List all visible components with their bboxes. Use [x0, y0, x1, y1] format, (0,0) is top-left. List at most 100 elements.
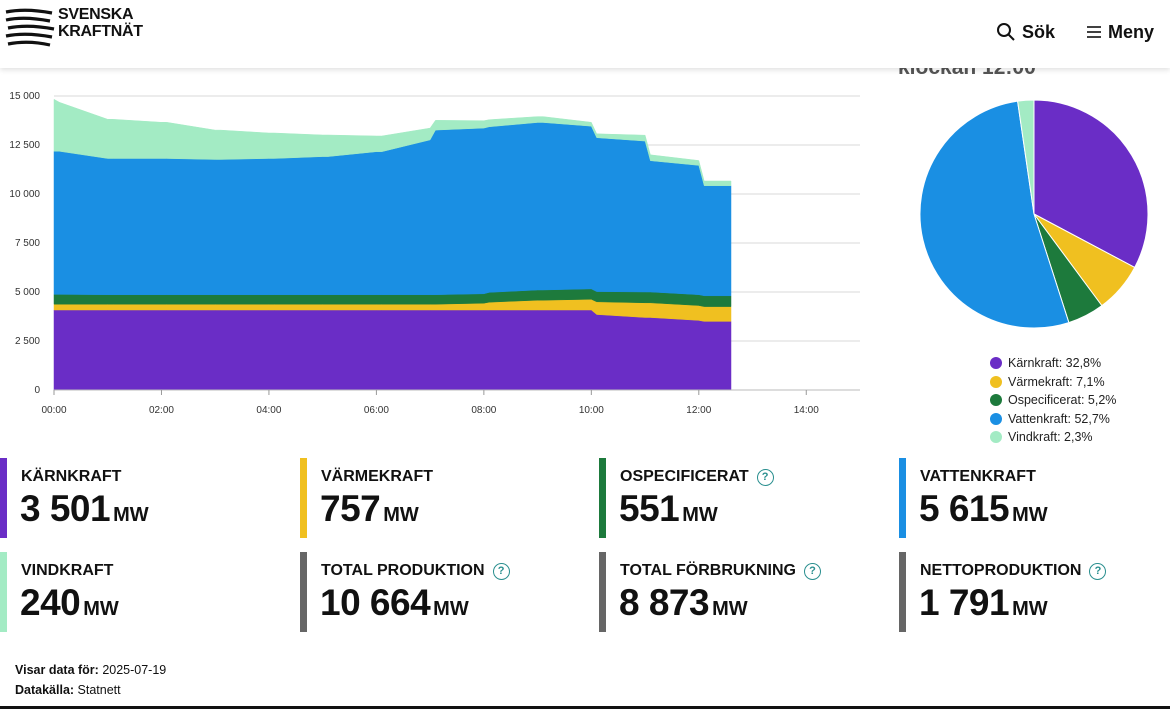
stat-unit: MW [83, 598, 119, 620]
stat-label-text: TOTAL FÖRBRUKNING [620, 562, 796, 579]
stat-unit: MW [712, 598, 748, 620]
stat-card-värmekraft: VÄRMEKRAFT 757 MW [300, 458, 580, 538]
legend-dot-icon [990, 412, 1002, 425]
stat-unit: MW [682, 504, 718, 526]
stat-color-bar [300, 458, 307, 538]
legend-item[interactable]: Kärnkraft: 32,8% [990, 354, 1116, 373]
stat-color-bar [899, 552, 906, 632]
source-label: Datakälla: [15, 683, 75, 697]
stat-card-vindkraft: VINDKRAFT 240 MW [0, 552, 280, 632]
stat-value: 8 873 MW [619, 582, 748, 624]
hamburger-icon [1087, 26, 1101, 38]
legend-dot-icon [990, 431, 1002, 444]
stat-number: 8 873 [619, 582, 710, 623]
production-area-chart: 0 2 500 5 000 7 500 10 000 12 500 15 000 00:00 0… [0, 68, 880, 428]
legend-item[interactable]: Vindkraft: 2,3% [990, 428, 1116, 447]
x-tick-label: 12:00 [686, 405, 711, 416]
legend-item[interactable]: Ospecificerat: 5,2% [990, 391, 1116, 410]
date-value: 2025-07-19 [102, 663, 167, 677]
date-label: Visar data för: [15, 663, 99, 677]
stat-color-bar [599, 552, 606, 632]
stat-label-text: VÄRMEKRAFT [321, 468, 433, 485]
stat-value: 240 MW [20, 582, 119, 624]
stat-number: 10 664 [320, 582, 431, 623]
stat-label-text: OSPECIFICERAT [620, 468, 749, 485]
legend-label: Vattenkraft: 52,7% [1008, 411, 1110, 426]
x-tick-label: 14:00 [794, 405, 819, 416]
legend-item[interactable]: Värmekraft: 7,1% [990, 373, 1116, 392]
stat-color-bar [599, 458, 606, 538]
legend-item[interactable]: Vattenkraft: 52,7% [990, 410, 1116, 429]
legend-label: Vindkraft: 2,3% [1008, 430, 1093, 445]
stat-label-text: VATTENKRAFT [920, 468, 1036, 485]
stat-label-text: KÄRNKRAFT [21, 468, 122, 485]
search-button[interactable]: Sök [996, 18, 1055, 46]
stat-label: KÄRNKRAFT [21, 468, 121, 486]
stat-label: TOTAL FÖRBRUKNING? [620, 562, 821, 580]
stat-card-total-förbrukning: TOTAL FÖRBRUKNING? 8 873 MW [599, 552, 879, 632]
legend-dot-icon [990, 394, 1002, 407]
area-chart-svg: 0 2 500 5 000 7 500 10 000 12 500 15 000 00:00 0… [9, 91, 860, 416]
pie-slice-vindkraft[interactable] [1017, 99, 1035, 215]
search-label: Sök [1022, 21, 1056, 42]
menu-button[interactable]: Meny [1086, 18, 1154, 46]
stat-value: 551 MW [619, 488, 718, 530]
stat-card-vattenkraft: VATTENKRAFT 5 615 MW [899, 458, 1170, 538]
x-tick-label: 08:00 [471, 405, 496, 416]
area-series-kärnkraft[interactable] [53, 309, 732, 391]
stat-unit: MW [113, 504, 149, 526]
stat-number: 1 791 [919, 582, 1010, 623]
stat-label-text: TOTAL PRODUKTION [321, 562, 485, 579]
stat-label-text: VINDKRAFT [21, 562, 114, 579]
pie-slice-kärnkraft[interactable] [1033, 99, 1149, 269]
logo-wordmark[interactable]: SVENSKA KRAFTNÄT [58, 6, 143, 40]
stat-number: 240 [20, 582, 81, 623]
menu-label: Meny [1108, 21, 1155, 42]
y-tick-label: 5 000 [15, 287, 40, 298]
y-tick-label: 15 000 [9, 91, 40, 102]
x-tick-label: 06:00 [364, 405, 389, 416]
production-pie-chart [918, 98, 1150, 335]
stat-label-text: NETTOPRODUKTION [920, 562, 1082, 579]
stat-color-bar [300, 552, 307, 632]
stat-unit: MW [383, 504, 419, 526]
y-tick-label: 0 [34, 385, 40, 396]
date-row: Visar data för: 2025-07-19 [15, 660, 166, 680]
stat-unit: MW [1012, 598, 1048, 620]
x-tick-label: 04:00 [256, 405, 281, 416]
stat-number: 551 [619, 488, 680, 529]
help-icon[interactable]: ? [1089, 562, 1107, 580]
footer-info: Visar data för: 2025-07-19 Datakälla: St… [15, 660, 166, 700]
logo-icon[interactable] [4, 6, 154, 54]
stat-value: 3 501 MW [20, 488, 149, 530]
help-icon[interactable]: ? [756, 468, 774, 486]
pie-slice-vattenkraft[interactable] [919, 100, 1070, 329]
stat-card-total-produktion: TOTAL PRODUKTION? 10 664 MW [300, 552, 580, 632]
stat-card-nettoproduktion: NETTOPRODUKTION? 1 791 MW [899, 552, 1170, 632]
stat-unit: MW [1012, 504, 1048, 526]
stat-label: TOTAL PRODUKTION? [321, 562, 510, 580]
help-icon[interactable]: ? [804, 562, 821, 580]
x-tick-label: 00:00 [41, 405, 66, 416]
stat-label: NETTOPRODUKTION? [920, 562, 1107, 580]
stat-card-ospecificerat: OSPECIFICERAT? 551 MW [599, 458, 879, 538]
stat-number: 5 615 [919, 488, 1010, 529]
source-row: Datakälla: Statnett [15, 680, 166, 700]
y-tick-label: 7 500 [15, 238, 40, 249]
x-tick-label: 02:00 [149, 405, 174, 416]
stat-unit: MW [433, 598, 469, 620]
area-series-vindkraft[interactable] [53, 98, 732, 186]
site-header: SVENSKA KRAFTNÄT Sök Meny [0, 0, 1170, 68]
source-value: Statnett [77, 683, 121, 697]
stat-number: 3 501 [20, 488, 111, 529]
logo-line-1: SVENSKA [58, 6, 134, 23]
stat-label: VÄRMEKRAFT [321, 468, 433, 486]
legend-label: Värmekraft: 7,1% [1008, 374, 1105, 389]
x-tick-label: 10:00 [579, 405, 604, 416]
page-bottom-border [0, 706, 1170, 709]
stat-color-bar [899, 458, 906, 538]
stat-color-bar [0, 552, 7, 632]
help-icon[interactable]: ? [492, 562, 510, 580]
stat-color-bar [0, 458, 7, 538]
legend-dot-icon [990, 375, 1002, 388]
